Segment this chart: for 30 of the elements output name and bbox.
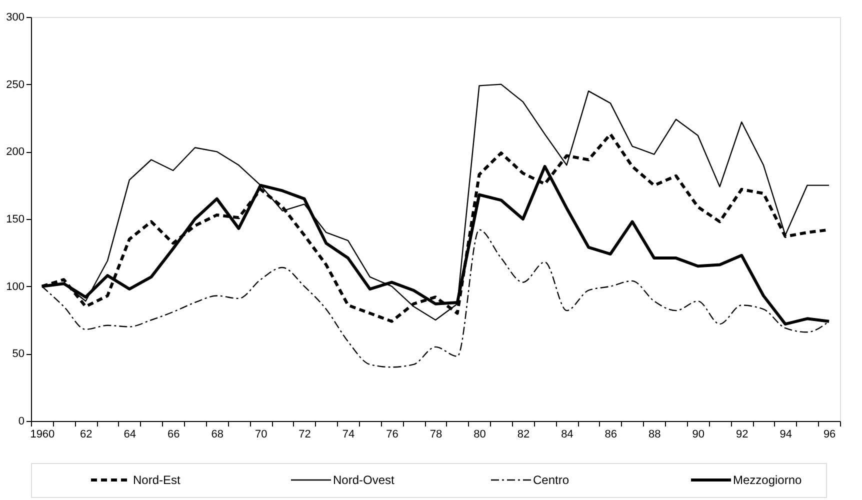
legend-label: Nord-Ovest [333,473,396,487]
y-tick-label: 0 [18,416,24,428]
x-tick-label: 70 [254,428,268,440]
y-tick-label: 50 [12,348,24,360]
legend-label: Mezzogiorno [733,473,802,487]
y-tick-label: 150 [6,214,24,226]
legend-label: Nord-Est [133,473,182,487]
x-tick-label: 82 [517,428,530,440]
x-tick-label: 92 [736,428,748,440]
x-tick-label: 84 [561,428,574,440]
x-tick-label: 66 [167,428,180,440]
x-tick-label: 94 [780,428,792,440]
x-tick-label: 96 [823,428,836,440]
x-tick-label: 86 [604,428,618,440]
x-tick-label: 68 [211,428,224,440]
x-tick-label: 1960 [30,428,55,440]
x-tick-label: 80 [474,428,486,440]
x-tick-label: 88 [648,428,661,440]
y-tick-label: 300 [6,12,24,24]
y-tick-label: 200 [6,146,24,158]
x-tick-label: 90 [692,428,705,440]
y-tick-label: 100 [6,280,24,293]
x-tick-label: 64 [124,428,136,440]
x-tick-label: 78 [430,428,442,440]
x-tick-label: 72 [298,428,311,440]
x-tick-label: 62 [80,428,92,440]
legend-label: Centro [533,473,570,487]
x-tick-label: 76 [386,428,398,440]
x-tick-label: 74 [342,428,355,440]
y-tick-label: 250 [6,78,24,91]
